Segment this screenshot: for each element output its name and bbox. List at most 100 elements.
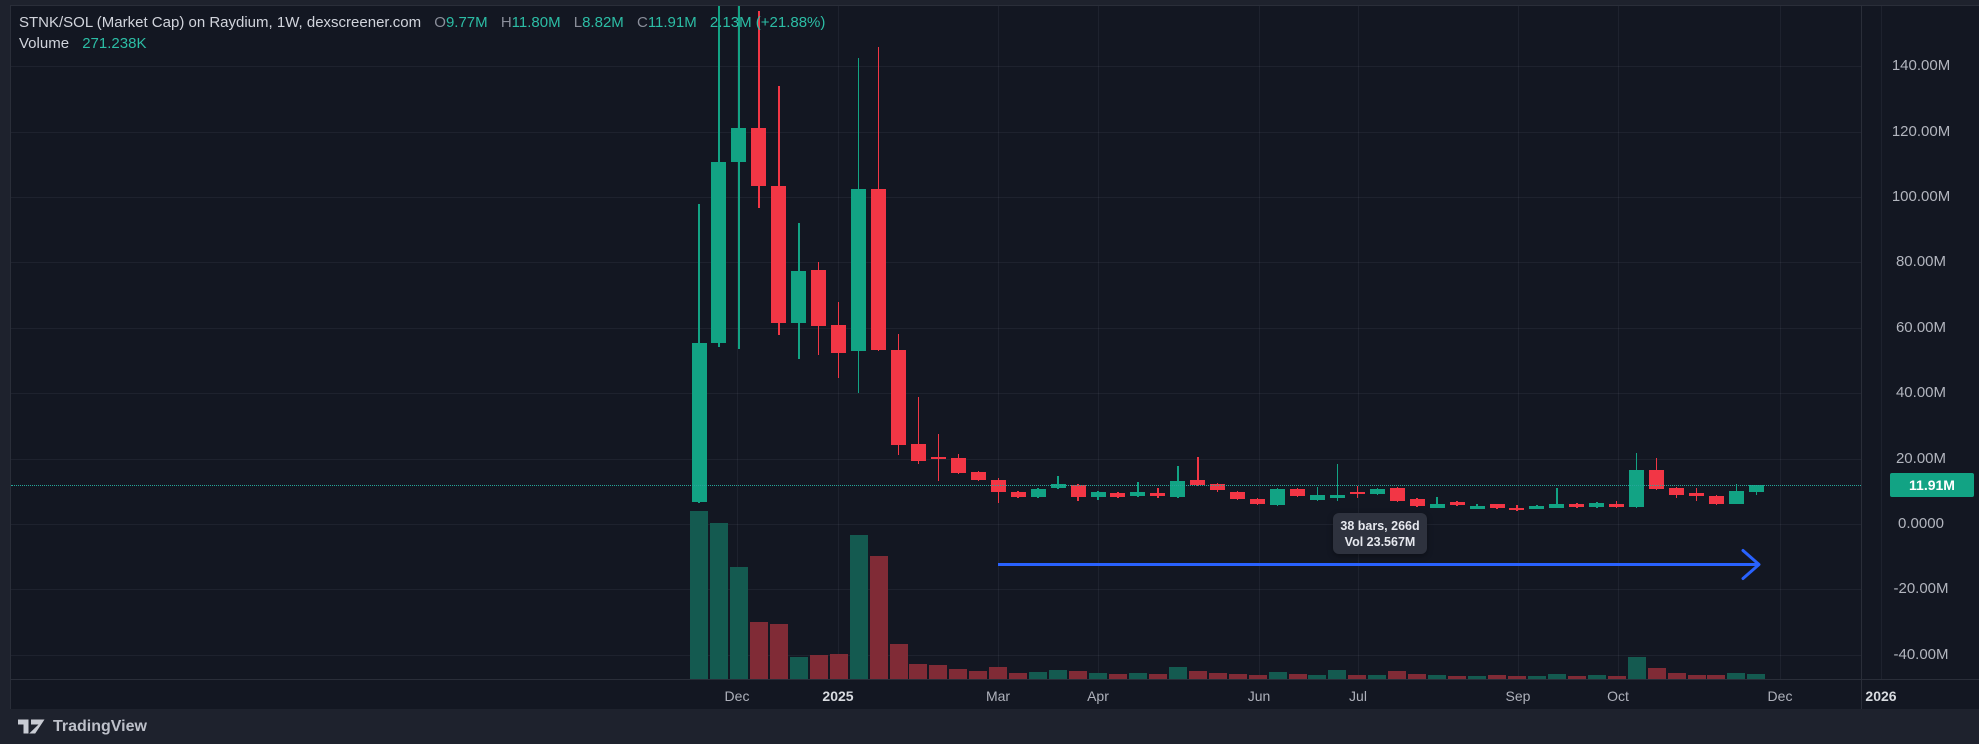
volume-bar [729, 567, 748, 679]
volume-bar [949, 669, 968, 679]
candle-wick [1336, 464, 1339, 502]
candle-down [1389, 487, 1405, 502]
volume-bar [849, 535, 868, 679]
candle-down [1110, 492, 1126, 497]
volume-bar [1607, 676, 1626, 679]
measure-arrow[interactable] [991, 546, 1771, 584]
volume-bar [1547, 674, 1566, 679]
v-gridline [1358, 6, 1359, 679]
volume-bar [1308, 675, 1327, 679]
volume-bar [1268, 672, 1287, 679]
time-tick-label: Jun [1247, 688, 1271, 704]
volume-bar [1089, 673, 1107, 679]
candle-up [791, 270, 807, 323]
volume-bar [1368, 675, 1387, 679]
v-gridline [998, 6, 999, 679]
candle-up [1629, 470, 1645, 507]
time-tick-label: Sep [1505, 688, 1531, 704]
candle-wick [758, 10, 760, 209]
price-tick-label: 0.0000 [1898, 515, 1944, 532]
time-tick-label: 2025 [822, 688, 854, 704]
candle-down [1150, 493, 1166, 496]
h-gridline [11, 327, 1861, 329]
symbol-title[interactable]: STNK/SOL (Market Cap) on Raydium, 1W, de… [19, 14, 422, 31]
volume-bar [869, 556, 888, 679]
h-gridline [11, 654, 1861, 656]
low-label: L [573, 14, 583, 31]
candle-up [1728, 490, 1744, 504]
candle-up [1309, 494, 1325, 501]
volume-bar [989, 667, 1008, 679]
measure-tooltip: 38 bars, 266d Vol 23.567M [1333, 513, 1427, 554]
volume-label: Volume [19, 35, 70, 52]
candle-up [1589, 502, 1605, 507]
v-gridline [1518, 6, 1519, 679]
time-tick-label: Jul [1349, 688, 1367, 704]
volume-bar [789, 657, 808, 679]
candle-wick [1316, 487, 1319, 501]
candle-down [751, 128, 767, 186]
time-tick-label: Dec [724, 688, 750, 704]
volume-bar [1009, 673, 1028, 679]
volume-bar [1527, 676, 1546, 679]
volume-bar [1448, 676, 1467, 679]
candle-up [1429, 503, 1445, 508]
candle-down [1230, 491, 1246, 499]
candle-down [1449, 502, 1465, 506]
volume-bar [1408, 674, 1427, 679]
candle-up [1030, 489, 1046, 497]
candle-up [1090, 491, 1106, 497]
chart-footer: TradingView [0, 709, 1979, 744]
volume-bar [1647, 668, 1666, 679]
volume-bar [1667, 673, 1686, 679]
volume-bar [1188, 671, 1207, 679]
volume-bar [1747, 674, 1766, 679]
candle-up [1748, 485, 1764, 493]
volume-bar [829, 654, 848, 679]
candle-down [831, 324, 847, 354]
volume-bar [1348, 675, 1367, 679]
price-axis-border [1861, 6, 1862, 709]
volume-bar [969, 671, 988, 679]
candle-down [1649, 470, 1665, 490]
low-value: 8.82M [582, 14, 624, 31]
open-label: O [434, 14, 446, 31]
candle-up [851, 188, 867, 352]
candle-down [1210, 484, 1226, 491]
candle-down [1569, 503, 1585, 507]
h-gridline [11, 197, 1861, 198]
chart-legend: STNK/SOL (Market Cap) on Raydium, 1W, de… [19, 12, 825, 54]
price-tick-label: -20.00M [1893, 580, 1949, 598]
h-gridline [11, 66, 1861, 68]
candle-wick [1436, 496, 1438, 509]
chart-surface[interactable]: 38 bars, 266d Vol 23.567M 140.00M 120.00M… [10, 5, 1979, 710]
volume-bar [1707, 675, 1726, 679]
price-tick-label: -40.00M [1893, 645, 1949, 663]
time-tick-label: Mar [985, 688, 1011, 704]
candle-up [1529, 506, 1545, 509]
price-tick-label: 100.00M [1891, 188, 1951, 205]
volume-value: 271.238K [82, 35, 147, 52]
volume-bar [1208, 673, 1227, 679]
volume-bar [1687, 675, 1706, 679]
volume-bar [1567, 676, 1586, 679]
candle-up [711, 162, 727, 343]
candle-up [1369, 489, 1385, 494]
volume-bar [1288, 674, 1307, 679]
candle-up [1270, 489, 1286, 505]
volume-bar [929, 665, 948, 679]
time-tick-label: Apr [1087, 688, 1109, 704]
candle-up [1050, 483, 1066, 489]
volume-bar [1388, 671, 1407, 679]
volume-bar [1069, 671, 1088, 679]
h-gridline [11, 524, 1861, 525]
volume-bar [1168, 667, 1187, 679]
candle-up [1130, 491, 1146, 496]
candle-down [891, 349, 906, 445]
v-gridline [1098, 6, 1099, 679]
v-gridline [1618, 6, 1619, 679]
measure-bars-text: 38 bars, 266d [1340, 518, 1420, 533]
tradingview-logo[interactable]: TradingView [18, 718, 147, 736]
time-tick-label: Oct [1607, 688, 1629, 704]
